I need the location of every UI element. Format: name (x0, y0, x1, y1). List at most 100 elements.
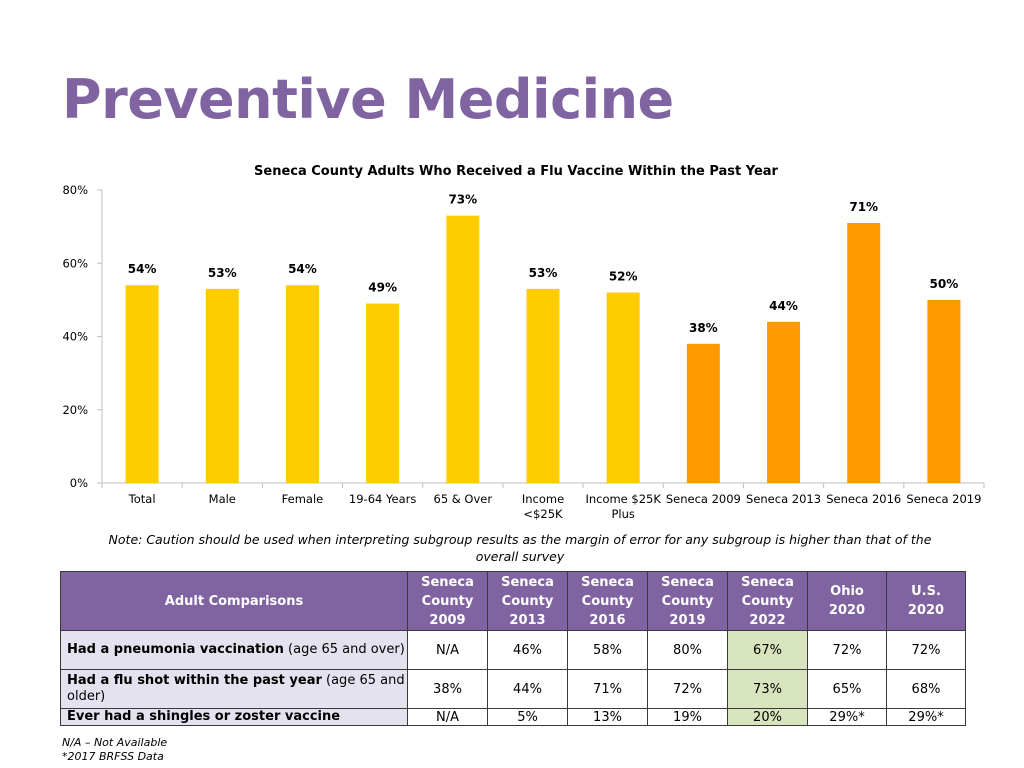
data-label: 52% (609, 270, 638, 284)
table-row: Ever had a shingles or zoster vaccine N/A… (60, 708, 966, 726)
y-tick-label: 0% (70, 476, 88, 490)
row-label: Had a flu shot within the past year (age… (60, 669, 408, 709)
footnote-brfss: *2017 BRFSS Data (62, 750, 164, 763)
header-line: County (581, 593, 634, 609)
bar (366, 303, 400, 483)
table-row: Had a pneumonia vaccination (age 65 and … (60, 630, 966, 670)
data-label: 71% (849, 200, 878, 214)
data-label: 54% (128, 262, 157, 276)
chart-title: Seneca County Adults Who Received a Flu … (254, 164, 779, 179)
bar (125, 285, 159, 483)
category-label-line: Seneca 2016 (826, 492, 901, 506)
data-label: 38% (689, 321, 718, 335)
header-line: 2016 (589, 612, 626, 628)
header-line: Adult Comparisons (164, 593, 304, 609)
category-label-line: 19-64 Years (349, 492, 416, 506)
category-label-line: Plus (611, 507, 634, 521)
data-label: 53% (529, 266, 558, 280)
table-header-label: Adult Comparisons (60, 571, 408, 631)
category-label-line: Male (209, 492, 236, 506)
header-line: Seneca (741, 574, 794, 590)
bar (606, 292, 640, 483)
footnote-na: N/A – Not Available (62, 736, 168, 749)
table-header-row: Adult Comparisons Seneca County 2009 Seneca C… (60, 571, 966, 631)
category-label: Income <$25K (522, 492, 564, 521)
category-label-line: Income (522, 492, 564, 506)
bar (927, 299, 961, 483)
table-cell: 65% (807, 669, 887, 709)
category-label-line: Seneca 2013 (746, 492, 821, 506)
table-header-cell: Seneca County 2009 (407, 571, 488, 631)
header-line: 2020 (828, 603, 866, 618)
row-label: Had a pneumonia vaccination (age 65 and … (60, 630, 408, 670)
table-cell: 29%* (807, 708, 887, 726)
category-label: Seneca 2009 (666, 492, 741, 506)
table-cell: 44% (487, 669, 568, 709)
data-label: 73% (448, 193, 477, 207)
y-tick-label: 80% (62, 183, 88, 197)
header-line: Seneca (661, 574, 714, 590)
table-header-cell: Ohio 2020 (807, 571, 887, 631)
header-line: 2019 (669, 612, 706, 628)
table-cell: 72% (807, 630, 887, 670)
table-cell: N/A (407, 708, 488, 726)
chart-axes: 0% 20% 40% 60% 80% (62, 183, 985, 490)
category-label: Seneca 2013 (746, 492, 821, 506)
category-label-line: Seneca 2019 (906, 492, 981, 506)
table-cell: 29%* (886, 708, 966, 726)
table-cell: N/A (407, 630, 488, 670)
category-label-line: <$25K (523, 507, 563, 521)
category-label: Female (282, 492, 324, 506)
y-tick-label: 20% (62, 403, 88, 417)
table-cell: 73% (727, 669, 808, 709)
table-cell: 80% (647, 630, 728, 670)
category-label-line: Female (282, 492, 324, 506)
header-line: 2013 (509, 612, 546, 628)
row-label-bold: Had a pneumonia vaccination (67, 642, 284, 657)
table-cell: 5% (487, 708, 568, 726)
table-cell: 68% (886, 669, 966, 709)
header-line: 2022 (749, 612, 786, 628)
row-label-bold: Had a flu shot within the past year (67, 673, 322, 688)
table-cell: 72% (647, 669, 728, 709)
bar (847, 222, 881, 483)
bar (686, 343, 720, 483)
row-label-rest: (age 65 and over) (283, 642, 405, 657)
data-label: 49% (368, 281, 397, 295)
table-cell: 19% (647, 708, 728, 726)
header-line: County (661, 593, 714, 609)
table-cell: 38% (407, 669, 488, 709)
data-label: 50% (930, 277, 959, 291)
table-header-cell: Seneca County 2019 (647, 571, 728, 631)
data-label: 44% (769, 299, 798, 313)
table-header-cell: Seneca County 2022 (727, 571, 808, 631)
data-label: 53% (208, 266, 237, 280)
category-label: Total (128, 492, 156, 506)
y-tick-label: 60% (62, 256, 88, 270)
header-line: Ohio (830, 584, 864, 599)
header-line: Seneca (501, 574, 554, 590)
page-title: Preventive Medicine (62, 68, 674, 131)
table-cell: 72% (886, 630, 966, 670)
category-label: Seneca 2016 (826, 492, 901, 506)
header-line: 2009 (429, 612, 466, 628)
table-header-cell: U.S. 2020 (886, 571, 966, 631)
header-line: County (741, 593, 794, 609)
category-label-line: Total (128, 492, 156, 506)
row-label-bold: Ever had a shingles or zoster vaccine (67, 709, 341, 724)
chart-note: Note: Caution should be used when interp… (108, 532, 932, 564)
bar (205, 288, 239, 483)
bar (767, 321, 801, 483)
bar (526, 288, 560, 483)
category-label: 65 & Over (434, 492, 493, 506)
table-cell: 20% (727, 708, 808, 726)
category-label: Income $25K Plus (585, 492, 661, 521)
table-cell: 58% (567, 630, 648, 670)
y-tick-label: 40% (62, 330, 88, 344)
table-cell: 46% (487, 630, 568, 670)
flu-vaccine-bar-chart: Seneca County Adults Who Received a Flu … (62, 164, 985, 521)
header-line: County (421, 593, 474, 609)
header-line: U.S. (911, 584, 941, 599)
row-label: Ever had a shingles or zoster vaccine (60, 708, 408, 726)
bar (285, 285, 319, 483)
